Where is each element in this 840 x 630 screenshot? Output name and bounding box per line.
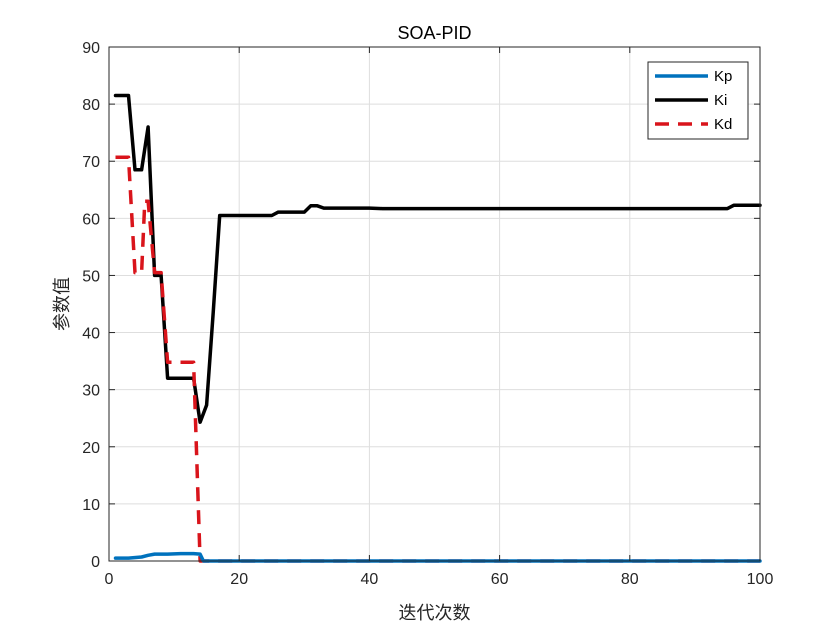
y-tick-label: 60 (82, 211, 100, 228)
x-tick-label: 40 (361, 571, 379, 588)
y-tick-label: 90 (82, 40, 100, 57)
grid-lines (109, 47, 760, 561)
y-tick-label: 80 (82, 97, 100, 114)
axis-ticks: 0 20 40 60 80 100 0 10 20 30 40 50 60 70 80 90 (82, 40, 773, 588)
y-tick-label: 20 (82, 440, 100, 457)
y-tick-label: 40 (82, 326, 100, 343)
y-tick-label: 70 (82, 154, 100, 171)
y-axis-label: 参数值 (52, 277, 73, 331)
series-line-ki (113, 93, 762, 424)
y-tick-label: 50 (82, 268, 100, 285)
legend-label-ki: Ki (714, 92, 727, 109)
x-tick-label: 0 (105, 571, 114, 588)
y-tick-label: 10 (82, 497, 100, 514)
legend: Kp Ki Kd (647, 61, 749, 140)
legend-label-kp: Kp (714, 68, 732, 85)
x-tick-label: 20 (230, 571, 248, 588)
x-axis-label: 迭代次数 (399, 603, 471, 624)
x-tick-label: 60 (491, 571, 509, 588)
plot-frame (108, 46, 761, 562)
x-tick-label: 100 (747, 571, 774, 588)
y-tick-label: 0 (91, 554, 100, 571)
chart-title: SOA-PID (397, 23, 471, 43)
series-line-kp (113, 551, 762, 563)
x-tick-label: 80 (621, 571, 639, 588)
legend-label-kd: Kd (714, 116, 732, 133)
series-layer (113, 93, 762, 563)
y-tick-label: 30 (82, 383, 100, 400)
series-line-kd (115, 155, 760, 563)
